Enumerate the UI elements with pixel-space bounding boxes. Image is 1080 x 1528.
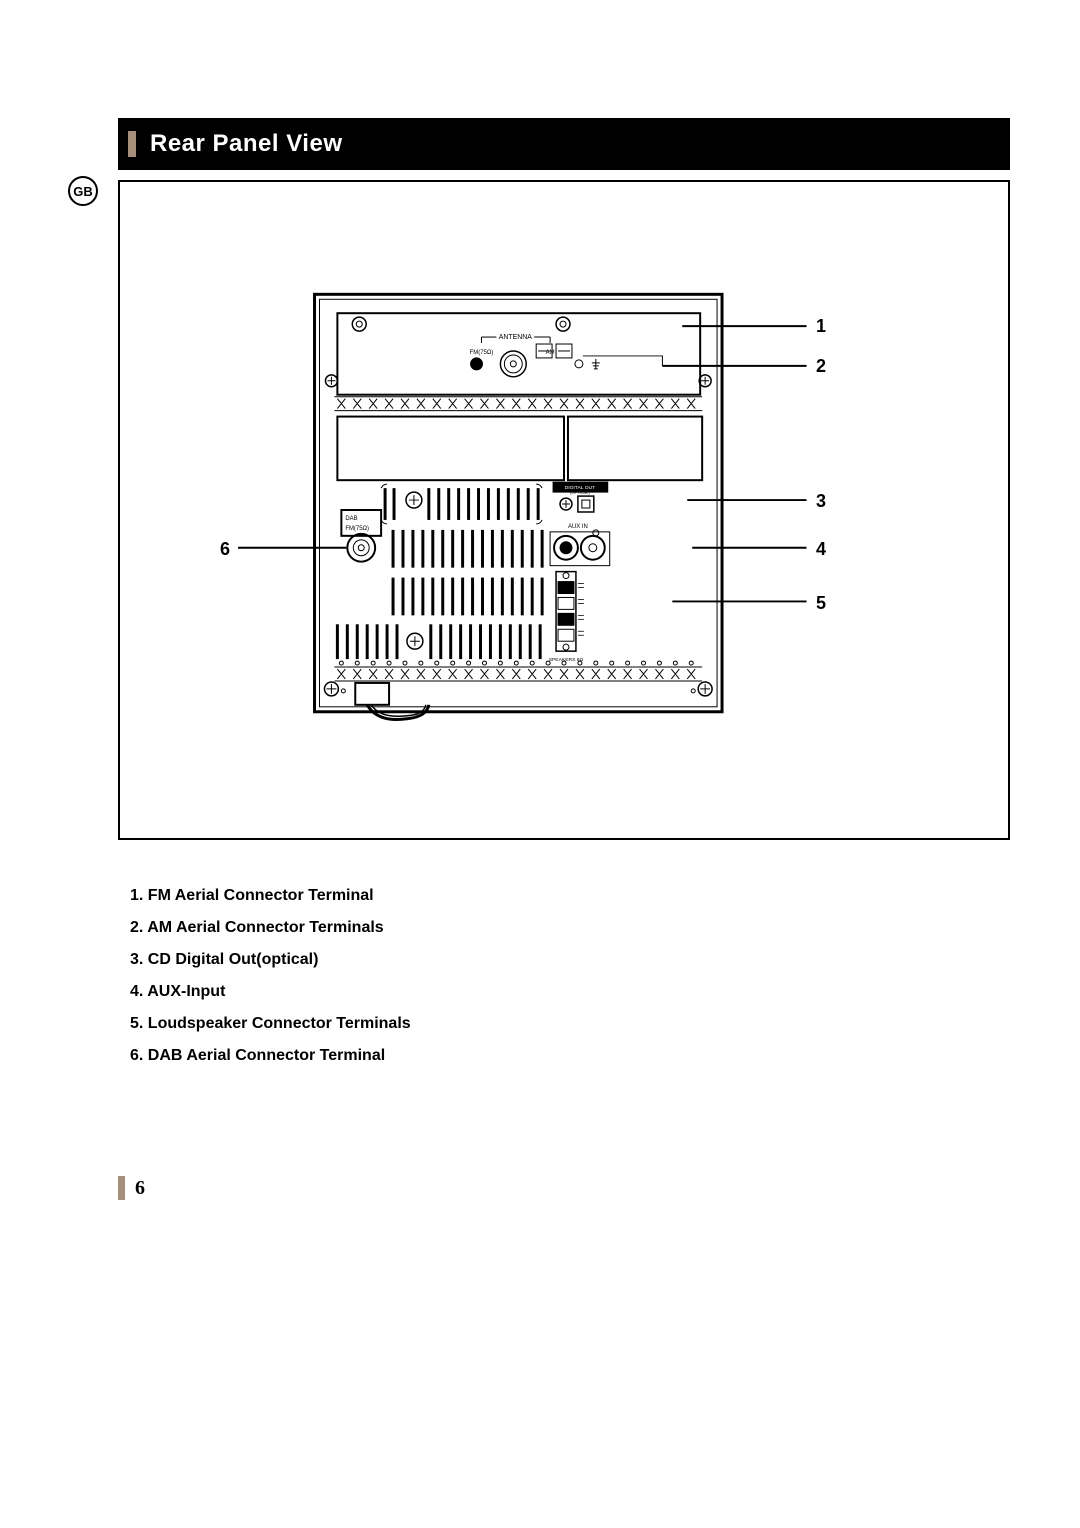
rear-panel-diagram: ANTENNA FM(75Ω) AM <box>120 182 1008 838</box>
legend-item: 6. DAB Aerial Connector Terminal <box>130 1040 411 1072</box>
page-title: Rear Panel View <box>150 130 343 158</box>
label-antenna: ANTENNA <box>499 334 533 341</box>
label-fm75: FM(75Ω) <box>470 350 494 356</box>
label-dab: DAB <box>345 516 357 522</box>
legend-item: 2. AM Aerial Connector Terminals <box>130 912 411 944</box>
label-fm75-side: FM(75Ω) <box>345 526 369 532</box>
title-accent <box>128 131 136 157</box>
legend-list: 1. FM Aerial Connector Terminal 2. AM Ae… <box>130 880 411 1072</box>
legend-item: 5. Loudspeaker Connector Terminals <box>130 1008 411 1040</box>
label-digital-out-2: (OPTICAL) <box>570 490 590 495</box>
page-number-accent <box>118 1176 125 1200</box>
region-badge: GB <box>68 176 98 206</box>
label-aux-in: AUX IN <box>568 524 588 530</box>
legend-item: 4. AUX-Input <box>130 976 411 1008</box>
legend-item: 1. FM Aerial Connector Terminal <box>130 880 411 912</box>
legend-item: 3. CD Digital Out(optical) <box>130 944 411 976</box>
figure-frame: 1 2 3 4 5 6 ANTENNA F <box>118 180 1010 840</box>
title-bar: Rear Panel View <box>118 118 1010 170</box>
page-number: 6 <box>118 1176 145 1200</box>
manual-page: Rear Panel View GB 1 2 3 4 5 6 ANTENNA <box>0 0 1080 1528</box>
